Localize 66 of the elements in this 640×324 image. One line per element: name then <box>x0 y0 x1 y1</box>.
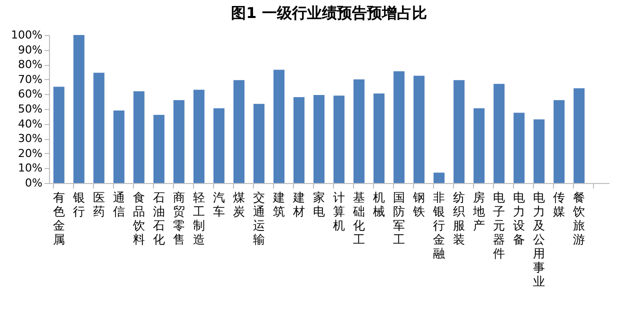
bar <box>534 119 545 183</box>
x-tick-label: 国防军工 <box>393 190 406 246</box>
x-tick-label: 建筑 <box>272 190 285 218</box>
x-tick-label: 纺织服装 <box>453 190 466 246</box>
bar <box>454 80 465 183</box>
x-tick-label: 有色金属 <box>52 190 65 246</box>
x-tick-label: 交通运输 <box>252 190 265 246</box>
x-tick-label: 房地产 <box>472 190 486 232</box>
bar <box>354 79 365 183</box>
bar <box>93 72 104 183</box>
x-tick-label: 电力及公用事业 <box>533 190 546 288</box>
x-tick-label: 通信 <box>112 190 125 218</box>
bar <box>173 100 184 183</box>
x-tick-label: 机械 <box>373 190 386 218</box>
bar <box>474 108 485 183</box>
bar <box>293 97 304 183</box>
x-tick-label: 煤炭 <box>232 190 245 218</box>
x-tick-label: 医药 <box>92 190 105 218</box>
x-tick-label: 电力设备 <box>513 190 526 246</box>
bar <box>233 80 244 183</box>
chart-title: 图1 一级行业绩预告预增占比 <box>231 4 427 22</box>
y-tick-label: 20% <box>18 146 42 160</box>
x-tick-label: 石油石化 <box>152 190 165 246</box>
bar <box>374 93 385 183</box>
y-tick-label: 60% <box>18 88 42 101</box>
x-tick-label: 商贸零售 <box>172 190 185 246</box>
bar <box>133 91 144 183</box>
x-tick-label: 传媒 <box>553 190 566 218</box>
y-tick-label: 90% <box>18 43 42 56</box>
x-tick-label: 家电 <box>312 190 325 218</box>
bar <box>394 71 405 183</box>
x-tick-label: 建材 <box>292 190 305 218</box>
bar <box>113 110 124 183</box>
y-tick-label: 100% <box>11 28 42 42</box>
bar <box>334 96 345 183</box>
y-tick-label: 70% <box>18 72 42 86</box>
bar <box>53 86 64 183</box>
bar <box>273 70 284 183</box>
x-tick-label: 食品饮料 <box>132 190 145 246</box>
x-tick-label: 非银行金融 <box>432 190 446 260</box>
bar <box>434 172 445 183</box>
bar <box>153 114 164 183</box>
bar <box>414 76 425 183</box>
x-tick-label: 银行 <box>72 190 85 218</box>
y-tick-label: 40% <box>18 117 42 130</box>
bar <box>574 88 585 183</box>
bar <box>213 108 224 183</box>
bar <box>73 35 84 183</box>
x-tick-label: 钢铁 <box>412 190 426 218</box>
y-tick-label: 50% <box>18 102 42 116</box>
x-tick-label: 计算机 <box>333 190 346 232</box>
x-tick-label: 电子元器件 <box>493 190 506 260</box>
y-tick-label: 30% <box>18 132 42 146</box>
x-tick-label: 餐饮旅游 <box>572 190 586 246</box>
bar <box>514 112 525 183</box>
x-tick-label: 汽车 <box>212 190 225 218</box>
bar <box>494 84 505 183</box>
bar <box>554 100 565 183</box>
bar <box>253 104 264 183</box>
bar <box>313 94 324 183</box>
y-tick-label: 80% <box>18 58 42 72</box>
bar <box>193 90 204 183</box>
y-tick-label: 0% <box>25 176 42 190</box>
x-tick-label: 基础化工 <box>352 190 366 246</box>
y-tick-label: 10% <box>18 162 42 175</box>
x-tick-label: 轻工制造 <box>192 190 205 246</box>
